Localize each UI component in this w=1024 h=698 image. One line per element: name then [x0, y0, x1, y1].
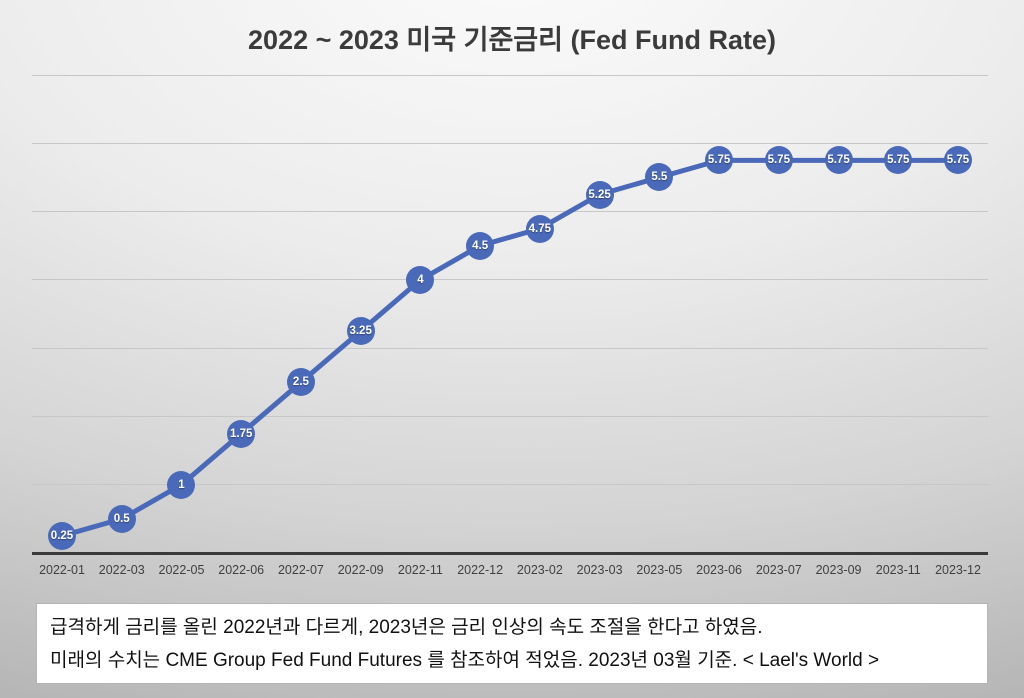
x-axis-tick-label: 2022-11	[397, 563, 443, 577]
data-point-marker: 5.25	[585, 180, 614, 209]
data-point-label: 5.75	[946, 154, 970, 167]
x-axis-tick-label: 2022-05	[158, 563, 205, 577]
data-point-marker: 5.75	[705, 146, 734, 175]
data-point-marker: 5.75	[824, 146, 853, 175]
gridline	[32, 279, 988, 281]
data-point-label: 3.25	[349, 325, 372, 338]
data-point-label: 4.5	[472, 239, 489, 252]
data-point-marker: 1.75	[227, 419, 256, 448]
x-axis-tick-label: 2022-03	[98, 563, 145, 577]
x-axis-tick-label: 2023-02	[516, 563, 563, 577]
x-axis-tick-label: 2022-01	[39, 563, 85, 577]
data-point-label: 5.75	[827, 154, 850, 167]
x-axis-tick-label: 2022-07	[277, 563, 324, 577]
data-point-marker: 0.25	[48, 521, 76, 550]
x-axis-tick-label: 2022-12	[457, 563, 504, 577]
x-axis-tick-label: 2022-09	[337, 563, 384, 577]
data-point-marker: 4.75	[525, 214, 554, 243]
data-point-marker: 3.25	[346, 317, 375, 346]
x-axis-line	[32, 552, 988, 555]
data-point-label: 1.75	[229, 427, 253, 440]
data-point-marker: 1	[167, 470, 196, 499]
data-point-label: 5.5	[651, 171, 668, 184]
data-point-label: 5.75	[767, 154, 790, 167]
data-point-marker: 5.75	[764, 146, 793, 175]
data-point-label: 0.5	[113, 512, 130, 525]
data-point-label: 4.75	[528, 222, 552, 235]
gridline	[32, 142, 988, 144]
footnote-box: 급격하게 금리를 올린 2022년과 다르게, 2023년은 금리 인상의 속도…	[36, 603, 988, 684]
x-axis-tick-label: 2023-06	[696, 563, 742, 577]
data-point-marker: 2.5	[286, 368, 315, 397]
data-point-marker: 5.75	[884, 146, 913, 175]
gridline	[32, 211, 988, 213]
x-axis-tick-label: 2023-12	[935, 563, 981, 577]
x-axis-tick-label: 2023-05	[636, 563, 683, 577]
data-point-marker: 5.5	[645, 163, 674, 192]
data-point-marker: 4	[406, 265, 435, 294]
data-point-label: 5.75	[707, 154, 731, 167]
data-point-label: 2.5	[292, 376, 309, 389]
data-point-label: 4	[417, 273, 424, 286]
chart-title: 2022 ~ 2023 미국 기준금리 (Fed Fund Rate)	[248, 25, 776, 55]
gridline	[32, 74, 988, 76]
data-point-label: 1	[178, 478, 185, 491]
data-point-label: 5.25	[588, 188, 611, 201]
data-point-marker: 0.5	[107, 504, 136, 533]
gridline	[32, 347, 988, 349]
x-axis-tick-label: 2023-09	[815, 563, 862, 577]
gridline	[32, 415, 988, 417]
x-axis-tick-label: 2023-11	[875, 563, 921, 577]
data-point-label: 5.75	[887, 154, 910, 167]
footnote-line-2: 미래의 수치는 CME Group Fed Fund Futures 를 참조하…	[50, 650, 880, 671]
data-point-label: 0.25	[50, 529, 74, 542]
footnote-line-1: 급격하게 금리를 올린 2022년과 다르게, 2023년은 금리 인상의 속도…	[50, 617, 763, 638]
data-point-marker: 4.5	[466, 231, 495, 260]
x-axis-tick-label: 2022-06	[218, 563, 265, 577]
x-axis-tick-label: 2023-07	[755, 563, 802, 577]
data-point-marker: 5.75	[944, 146, 972, 175]
x-axis-tick-label: 2023-03	[576, 563, 623, 577]
